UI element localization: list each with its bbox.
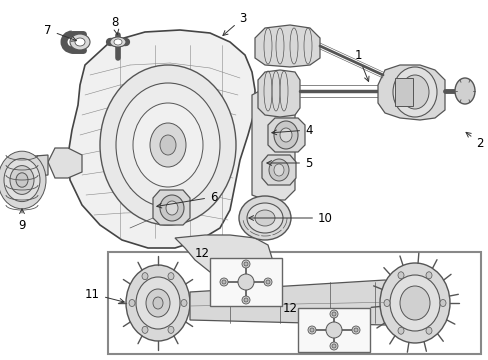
Polygon shape xyxy=(8,155,48,178)
Text: 8: 8 xyxy=(111,15,119,35)
Ellipse shape xyxy=(133,103,203,187)
Ellipse shape xyxy=(129,300,135,306)
Ellipse shape xyxy=(325,322,341,338)
Polygon shape xyxy=(175,235,271,278)
Ellipse shape xyxy=(425,327,431,334)
Ellipse shape xyxy=(392,67,436,117)
Text: 1: 1 xyxy=(353,49,368,81)
Ellipse shape xyxy=(160,195,183,221)
Ellipse shape xyxy=(254,210,274,226)
Polygon shape xyxy=(262,155,295,185)
Ellipse shape xyxy=(168,273,174,280)
Ellipse shape xyxy=(160,135,176,155)
Ellipse shape xyxy=(265,280,269,284)
Polygon shape xyxy=(190,280,399,325)
Polygon shape xyxy=(377,65,444,120)
Ellipse shape xyxy=(75,38,85,46)
Ellipse shape xyxy=(280,128,291,142)
Ellipse shape xyxy=(454,78,474,104)
Ellipse shape xyxy=(153,297,163,309)
Ellipse shape xyxy=(238,274,253,290)
Ellipse shape xyxy=(150,123,185,167)
Text: 10: 10 xyxy=(248,212,332,225)
Ellipse shape xyxy=(268,159,288,181)
Ellipse shape xyxy=(244,298,247,302)
Polygon shape xyxy=(48,148,82,178)
Ellipse shape xyxy=(220,278,227,286)
Polygon shape xyxy=(258,70,299,117)
Text: 11: 11 xyxy=(85,288,124,303)
Polygon shape xyxy=(267,118,305,152)
Text: 4: 4 xyxy=(271,123,312,136)
Ellipse shape xyxy=(397,327,403,334)
Ellipse shape xyxy=(264,278,271,286)
Ellipse shape xyxy=(110,37,126,47)
Ellipse shape xyxy=(239,196,290,240)
Ellipse shape xyxy=(353,328,357,332)
Ellipse shape xyxy=(425,272,431,279)
Text: 3: 3 xyxy=(223,12,246,36)
Ellipse shape xyxy=(397,272,403,279)
Polygon shape xyxy=(251,88,294,200)
Text: 12: 12 xyxy=(283,302,297,315)
Ellipse shape xyxy=(181,300,186,306)
Ellipse shape xyxy=(242,296,249,304)
Ellipse shape xyxy=(242,260,249,268)
Ellipse shape xyxy=(273,164,284,176)
Ellipse shape xyxy=(165,201,178,215)
Polygon shape xyxy=(153,190,190,225)
Ellipse shape xyxy=(329,342,337,350)
Ellipse shape xyxy=(136,277,180,329)
Bar xyxy=(297,308,369,352)
Ellipse shape xyxy=(4,158,40,202)
Ellipse shape xyxy=(142,273,148,280)
Ellipse shape xyxy=(399,286,429,320)
Polygon shape xyxy=(254,25,319,67)
Ellipse shape xyxy=(383,300,389,306)
Ellipse shape xyxy=(168,327,174,333)
Ellipse shape xyxy=(439,300,445,306)
Ellipse shape xyxy=(400,75,428,109)
Bar xyxy=(209,258,282,306)
Ellipse shape xyxy=(100,65,236,225)
Ellipse shape xyxy=(116,83,220,207)
Ellipse shape xyxy=(0,151,46,209)
Ellipse shape xyxy=(329,310,337,318)
Text: 9: 9 xyxy=(18,209,26,231)
Ellipse shape xyxy=(146,289,170,317)
Ellipse shape xyxy=(142,327,148,333)
Ellipse shape xyxy=(309,328,313,332)
Bar xyxy=(108,252,480,354)
Text: 2: 2 xyxy=(465,132,483,149)
Ellipse shape xyxy=(16,173,28,187)
Text: 5: 5 xyxy=(266,157,312,170)
Ellipse shape xyxy=(246,203,283,233)
Ellipse shape xyxy=(389,275,439,331)
Ellipse shape xyxy=(379,263,449,343)
Ellipse shape xyxy=(273,121,297,149)
Ellipse shape xyxy=(244,262,247,266)
Bar xyxy=(394,78,412,106)
Ellipse shape xyxy=(114,39,122,45)
Ellipse shape xyxy=(331,312,335,316)
Polygon shape xyxy=(68,30,254,248)
Text: 12: 12 xyxy=(195,247,209,260)
Ellipse shape xyxy=(70,34,90,50)
Ellipse shape xyxy=(331,344,335,348)
Ellipse shape xyxy=(307,326,315,334)
Text: 6: 6 xyxy=(157,190,217,208)
Text: 7: 7 xyxy=(44,23,76,41)
Ellipse shape xyxy=(10,166,34,194)
Ellipse shape xyxy=(222,280,225,284)
Ellipse shape xyxy=(126,265,190,341)
Ellipse shape xyxy=(351,326,359,334)
